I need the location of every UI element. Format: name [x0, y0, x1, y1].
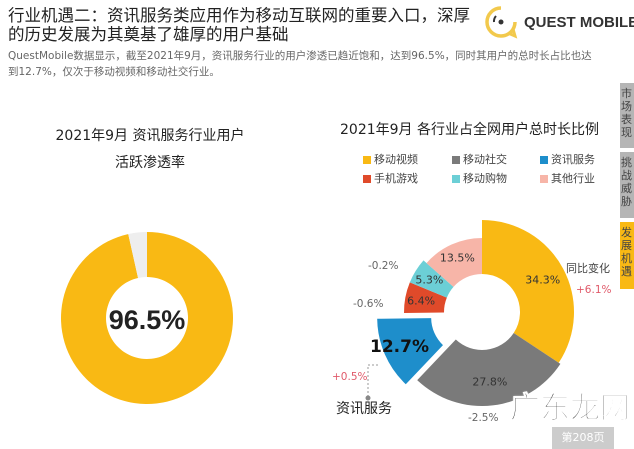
left-chart-title-line1: 2021年9月 资讯服务行业用户: [55, 128, 245, 144]
slice-label-移动购物: 5.3%: [415, 273, 443, 286]
side-tab-opportunities[interactable]: 发展机遇: [620, 222, 634, 289]
slice-手机游戏: [404, 282, 447, 313]
legend-swatch: [363, 174, 371, 183]
leader-dot: [365, 395, 371, 401]
penetration-slice-0: [60, 232, 233, 405]
yoy-change-news-service: +0.5%: [332, 371, 368, 383]
legend-swatch: [540, 155, 548, 164]
slice-移动社交: [417, 332, 561, 406]
legend-label: 手机游戏: [374, 172, 418, 185]
logo-text: QUEST MOBILE: [524, 13, 634, 31]
yoy-change-mobile-shopping: -0.2%: [368, 260, 399, 272]
left-chart-title-line2: 活跃渗透率: [115, 155, 185, 171]
slice-其他行业: [426, 238, 482, 287]
yoy-title: 同比变化: [566, 262, 610, 275]
legend-label: 移动社交: [463, 153, 507, 166]
side-tab-challenges[interactable]: 挑战威胁: [620, 152, 634, 218]
leader-line: [367, 364, 378, 398]
watermark: 广东龙网: [510, 391, 631, 426]
page-title: 行业机遇二：资讯服务类应用作为移动互联网的重要入口，深厚的历史发展为其奠基了雄厚…: [8, 6, 470, 44]
quest-mobile-logo: QUEST MOBILE: [484, 5, 634, 39]
right-chart-title: 2021年9月 各行业占全网用户总时长比例: [340, 122, 599, 138]
slice-label-资讯服务: 12.7%: [370, 337, 429, 357]
legend-item-资讯服务: 资讯服务: [540, 153, 595, 166]
quest-mobile-logo-icon: [485, 6, 518, 39]
legend-label: 资讯服务: [551, 153, 595, 166]
slice-资讯服务: [377, 318, 443, 385]
legend-label: 其他行业: [551, 172, 595, 185]
slice-label-移动视频: 34.3%: [525, 273, 560, 286]
penetration-center-label: 96.5%: [109, 305, 186, 335]
side-tab-market[interactable]: 市场表现: [620, 83, 634, 148]
highlight-label: 资讯服务: [336, 401, 392, 417]
yoy-change-mobile-social: -2.5%: [468, 412, 499, 424]
yoy-change-mobile-games: -0.6%: [353, 298, 384, 310]
slice-label-手机游戏: 6.4%: [407, 294, 435, 307]
yoy-change-mobile-video: +6.1%: [576, 284, 612, 296]
penetration-slice-1: [128, 232, 147, 278]
legend-label: 移动视频: [374, 153, 418, 166]
slice-移动视频: [482, 220, 574, 363]
slice-移动购物: [409, 260, 454, 298]
legend-swatch: [452, 174, 460, 183]
slice-label-其他行业: 13.5%: [440, 251, 475, 264]
legend-item-手机游戏: 手机游戏: [363, 172, 418, 185]
legend-label: 移动购物: [463, 172, 507, 185]
legend-item-移动社交: 移动社交: [452, 153, 507, 166]
page-number-badge: 第208页: [552, 427, 614, 449]
left-chart-title: 2021年9月 资讯服务行业用户 活跃渗透率: [0, 123, 300, 177]
legend-item-移动购物: 移动购物: [452, 172, 507, 185]
page-subtitle: QuestMobile数据显示，截至2021年9月，资讯服务行业的用户渗透已趋近…: [8, 50, 592, 78]
legend-swatch: [452, 155, 460, 164]
legend-swatch: [363, 155, 371, 164]
legend-item-移动视频: 移动视频: [363, 153, 418, 166]
legend-item-其他行业: 其他行业: [540, 172, 595, 185]
slice-label-移动社交: 27.8%: [472, 376, 507, 389]
legend-swatch: [540, 174, 548, 183]
